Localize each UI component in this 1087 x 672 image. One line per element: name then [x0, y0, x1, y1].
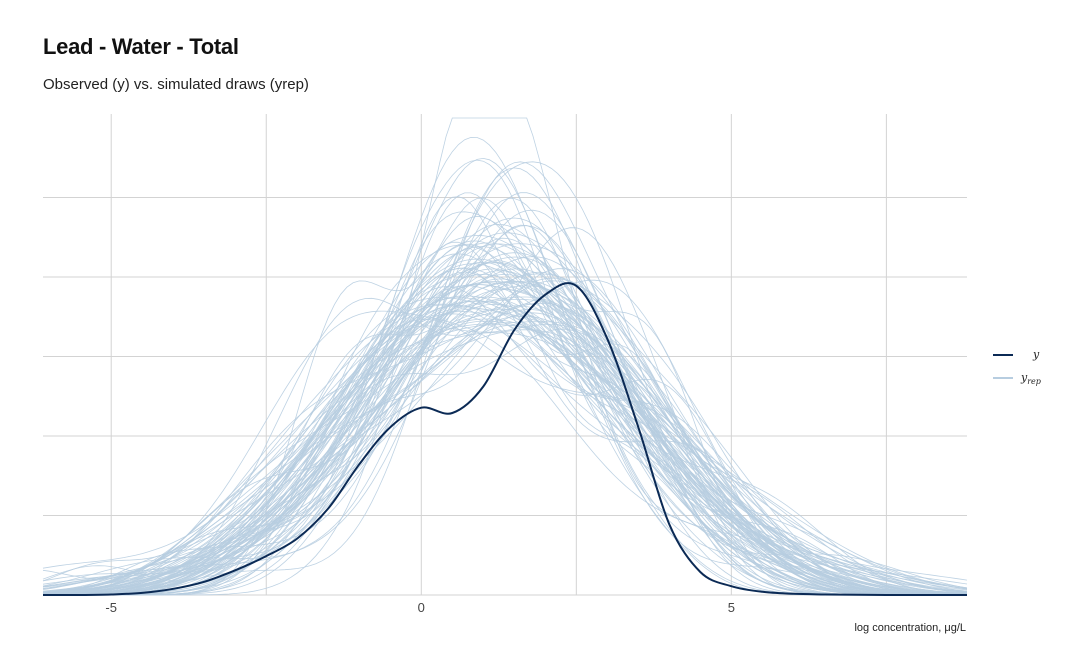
yrep-line [43, 198, 968, 596]
yrep-line [42, 211, 967, 596]
yrep-line [42, 315, 968, 594]
x-tick-label: 0 [418, 600, 425, 615]
yrep-line [42, 303, 968, 595]
yrep-line [43, 241, 968, 596]
y-series [42, 282, 967, 597]
chart-title: Lead - Water - Total [43, 34, 239, 59]
y-line [42, 282, 967, 597]
yrep-line [43, 161, 967, 596]
chart-subtitle: Observed (y) vs. simulated draws (yrep) [43, 76, 309, 93]
legend: y yrep [993, 348, 1041, 386]
x-axis-ticks: -5 0 5 [105, 600, 735, 615]
yrep-line [42, 321, 968, 595]
yrep-line [42, 324, 968, 595]
yrep-line [43, 281, 968, 596]
yrep-line [42, 320, 968, 596]
legend-yrep-label: yrep [1020, 371, 1041, 386]
yrep-line [43, 196, 967, 596]
yrep-line [43, 197, 967, 596]
yrep-line [42, 285, 968, 595]
yrep-line [43, 256, 967, 596]
yrep-line [43, 237, 967, 596]
x-tick-label: 5 [728, 600, 735, 615]
yrep-line [43, 136, 967, 596]
yrep-line [43, 240, 968, 596]
yrep-series [42, 117, 968, 596]
x-tick-label: -5 [105, 600, 117, 615]
yrep-line [42, 167, 967, 596]
x-axis-title: log concentration, μg/L [854, 622, 966, 634]
yrep-line [42, 282, 968, 596]
yrep-line [43, 209, 967, 596]
yrep-line [42, 267, 968, 596]
yrep-line [42, 313, 968, 595]
yrep-line [43, 117, 967, 596]
yrep-line [42, 192, 967, 596]
yrep-line [42, 192, 968, 594]
yrep-line [42, 305, 967, 596]
yrep-line [42, 268, 968, 596]
yrep-line [42, 280, 968, 592]
grid-lines [43, 114, 967, 596]
yrep-line [42, 310, 968, 595]
yrep-line [43, 271, 968, 596]
yrep-line [42, 329, 967, 596]
yrep-line [42, 309, 967, 596]
yrep-line [43, 159, 967, 596]
yrep-line [42, 296, 968, 594]
yrep-line [43, 161, 967, 596]
legend-y-label: y [1032, 348, 1040, 361]
